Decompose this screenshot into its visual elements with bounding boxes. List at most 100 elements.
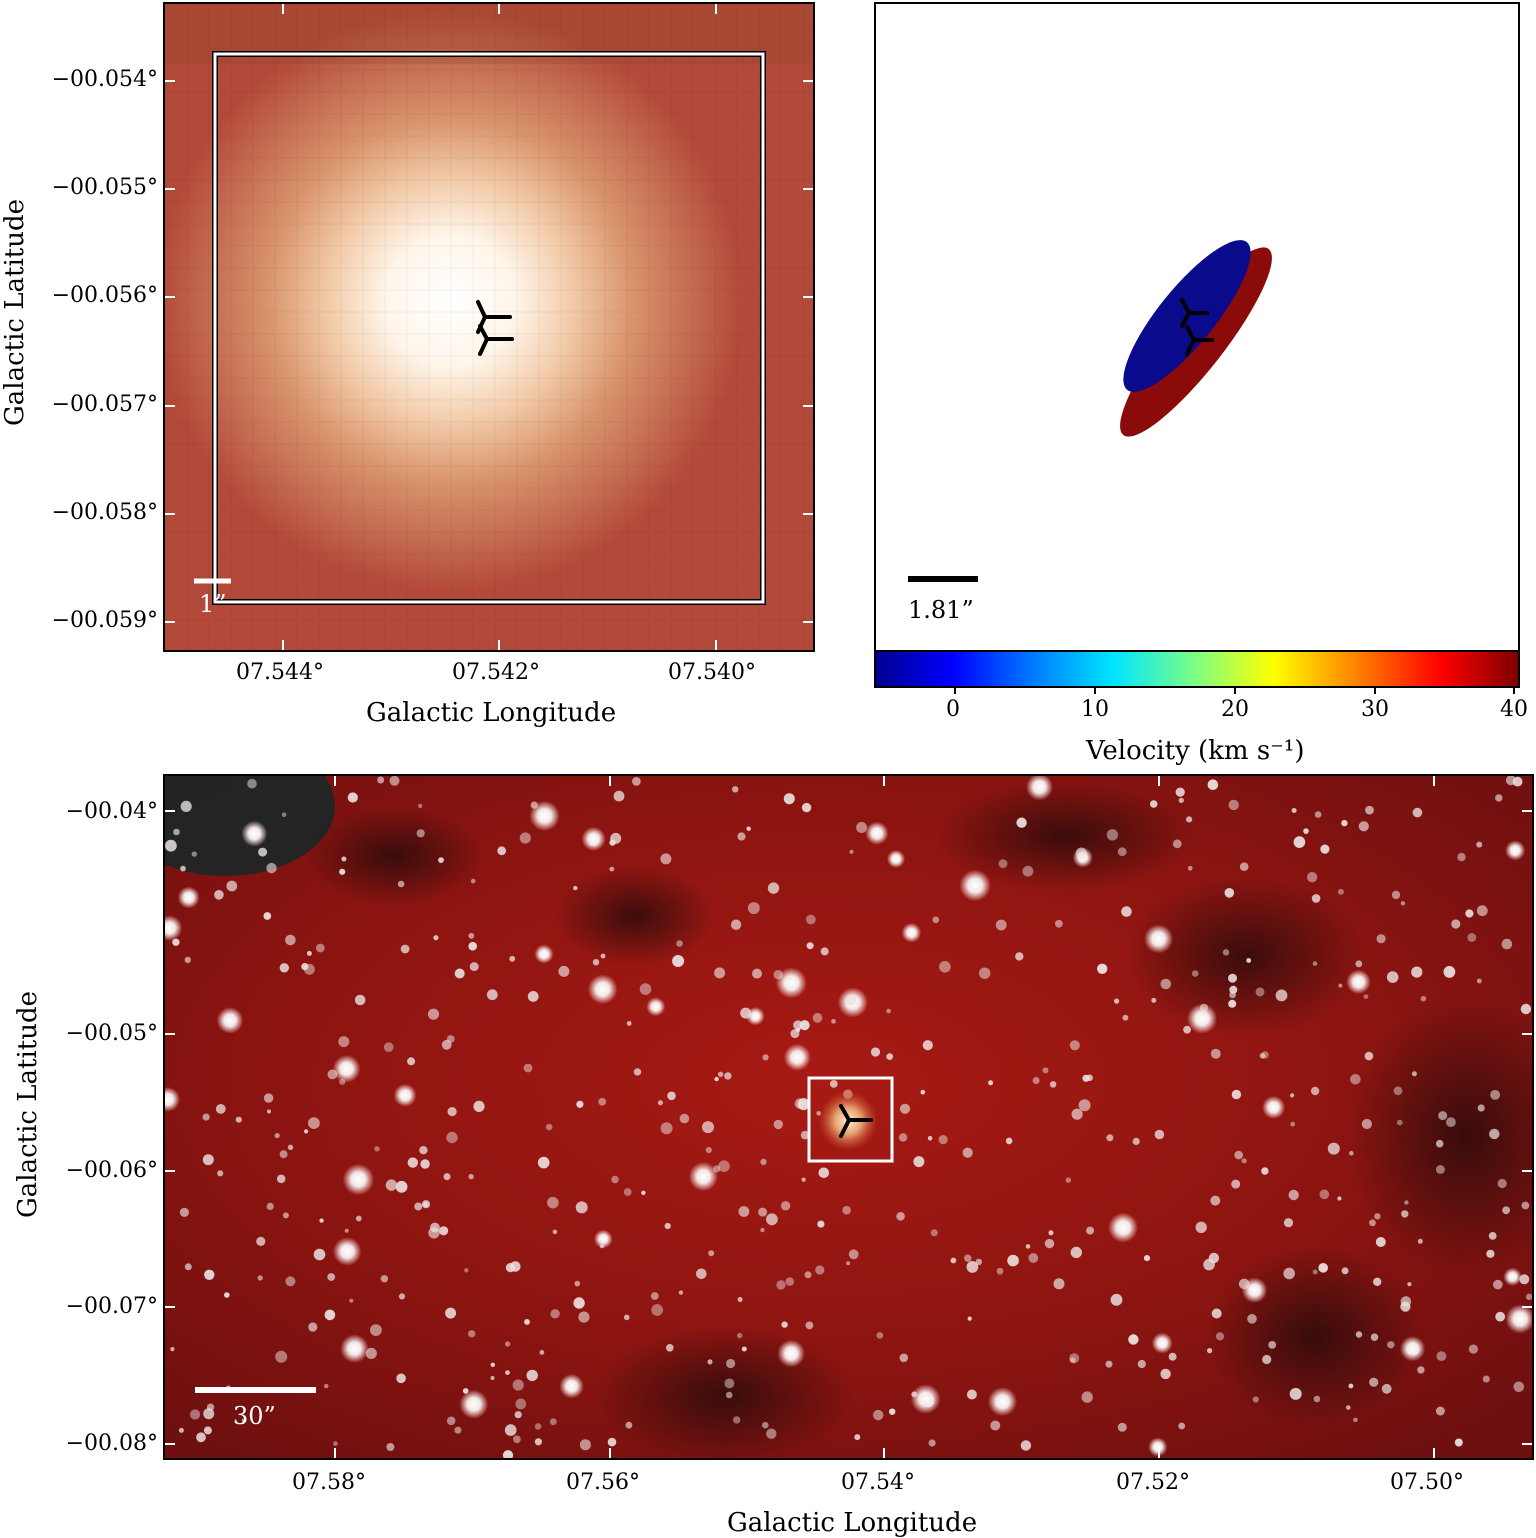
- star: [666, 1344, 674, 1352]
- star: [497, 846, 507, 856]
- y-tick-label: −00.06°: [65, 1158, 158, 1183]
- star: [1290, 1121, 1296, 1127]
- star: [549, 1418, 557, 1426]
- star: [1476, 978, 1482, 984]
- y-axis-title: Galactic Latitude: [13, 991, 43, 1218]
- star: [1513, 1381, 1525, 1393]
- star: [776, 1280, 786, 1290]
- star: [170, 1347, 175, 1352]
- star: [1016, 817, 1027, 828]
- star: [593, 1229, 613, 1249]
- star: [1288, 1189, 1299, 1201]
- star: [846, 1261, 851, 1266]
- star: [1086, 1226, 1095, 1235]
- star: [504, 1424, 517, 1436]
- star: [490, 1362, 495, 1367]
- star: [1318, 1263, 1328, 1273]
- x-tick-label: 07.544°: [236, 660, 324, 685]
- star: [899, 1353, 909, 1363]
- star: [1443, 966, 1456, 978]
- star: [1303, 828, 1309, 834]
- star: [794, 1098, 806, 1109]
- star: [184, 1263, 192, 1271]
- star: [1465, 909, 1474, 918]
- star: [1355, 1331, 1363, 1338]
- star: [1191, 970, 1199, 977]
- star: [502, 1450, 514, 1458]
- star: [707, 1359, 713, 1365]
- star: [266, 1202, 274, 1210]
- star: [1417, 1366, 1425, 1374]
- star: [901, 922, 922, 943]
- star: [315, 943, 325, 953]
- velocity-map-panel: 1.81”: [874, 2, 1520, 652]
- star: [420, 1159, 430, 1169]
- star: [462, 1388, 469, 1394]
- star: [845, 994, 857, 1006]
- star: [347, 792, 358, 803]
- star: [1070, 1246, 1082, 1259]
- x-tick-label: 07.52°: [1116, 1470, 1190, 1495]
- star: [1501, 938, 1513, 950]
- star: [1355, 960, 1363, 968]
- star: [573, 885, 578, 891]
- star: [1512, 776, 1523, 787]
- star: [1261, 1167, 1269, 1175]
- star: [1312, 1269, 1318, 1275]
- star: [1234, 1150, 1243, 1160]
- star: [547, 1196, 559, 1209]
- star: [1420, 995, 1427, 1002]
- star: [1246, 958, 1252, 963]
- star: [633, 1068, 642, 1076]
- star: [1525, 1293, 1532, 1300]
- star: [1290, 1093, 1295, 1098]
- star: [1143, 1255, 1151, 1262]
- star: [217, 1170, 224, 1177]
- star: [515, 1398, 527, 1410]
- star: [733, 1416, 741, 1424]
- star: [760, 1227, 765, 1233]
- star: [1375, 1237, 1386, 1247]
- star: [327, 1273, 336, 1281]
- x-tick-label: 07.56°: [566, 1470, 640, 1495]
- star: [995, 919, 1007, 931]
- star: [1239, 862, 1249, 871]
- star: [766, 1213, 778, 1226]
- star: [398, 1293, 406, 1300]
- star: [308, 1322, 318, 1332]
- star: [966, 1389, 977, 1400]
- star: [910, 1384, 941, 1414]
- star: [623, 1188, 632, 1196]
- star: [576, 1100, 584, 1108]
- star: [812, 1012, 823, 1023]
- star: [1374, 1213, 1381, 1220]
- star: [1476, 905, 1488, 917]
- star: [1075, 847, 1087, 859]
- star: [623, 1314, 630, 1321]
- star: [732, 786, 739, 793]
- star: [1231, 1089, 1242, 1100]
- star: [1505, 1304, 1532, 1334]
- star: [276, 1174, 286, 1184]
- star: [1259, 1053, 1266, 1059]
- star: [1241, 1158, 1247, 1164]
- y-tick-label: −00.05°: [65, 1021, 158, 1046]
- star: [1520, 1003, 1532, 1015]
- star: [1497, 1178, 1507, 1189]
- scale-bar-label: 1.81”: [908, 596, 974, 624]
- star: [1231, 1179, 1241, 1189]
- star: [1320, 844, 1330, 854]
- star: [626, 1021, 632, 1026]
- star: [281, 812, 287, 817]
- star: [395, 1180, 408, 1193]
- star: [1183, 1025, 1191, 1034]
- star: [285, 934, 296, 946]
- star: [1210, 1195, 1221, 1206]
- star: [592, 959, 600, 966]
- star: [1172, 839, 1182, 849]
- star: [781, 1321, 788, 1328]
- star: [613, 790, 625, 802]
- star: [1262, 1354, 1272, 1365]
- star: [785, 1277, 795, 1286]
- star: [1417, 1238, 1423, 1244]
